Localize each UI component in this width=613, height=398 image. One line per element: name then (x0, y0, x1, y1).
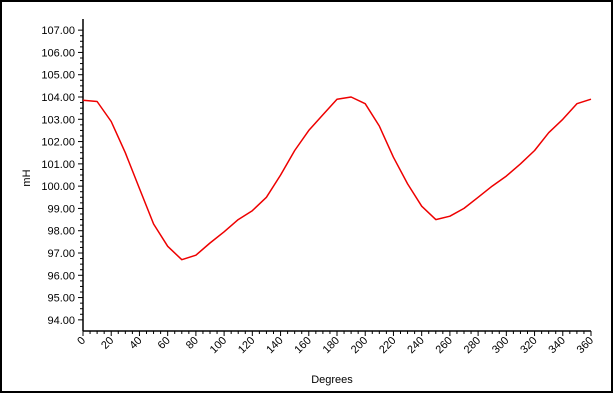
y-tick-label: 96.00 (47, 270, 75, 282)
y-tick-label: 94.00 (47, 315, 75, 327)
y-tick-label: 100.00 (41, 181, 75, 193)
y-tick-label: 99.00 (47, 203, 75, 215)
y-tick-label: 98.00 (47, 226, 75, 238)
y-tick-label: 95.00 (47, 293, 75, 305)
y-tick-label: 101.00 (41, 159, 75, 171)
y-tick-label: 104.00 (41, 92, 75, 104)
y-tick-label: 102.00 (41, 137, 75, 149)
y-axis-title: mH (21, 169, 33, 186)
y-tick-label: 107.00 (41, 25, 75, 37)
y-tick-label: 103.00 (41, 114, 75, 126)
x-axis-title: Degrees (311, 374, 353, 386)
y-tick-label: 97.00 (47, 248, 75, 260)
series-line (82, 96, 592, 261)
y-tick-label: 105.00 (41, 70, 75, 82)
y-tick-label: 106.00 (41, 47, 75, 59)
